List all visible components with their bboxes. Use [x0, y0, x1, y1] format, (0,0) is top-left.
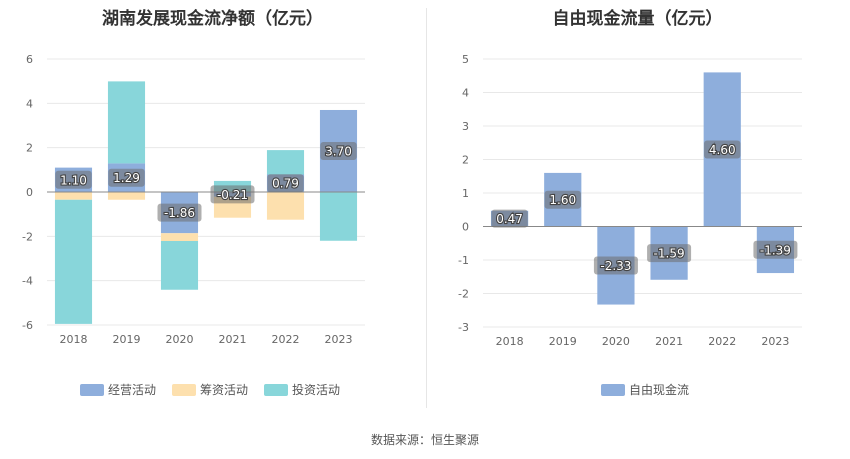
x-tick-label: 2021	[655, 335, 683, 348]
legend-label: 经营活动	[108, 383, 156, 397]
data-label-bg	[320, 141, 357, 160]
data-label: 0.79	[272, 177, 299, 191]
data-label: -0.21	[217, 188, 248, 202]
data-label-bg	[491, 209, 528, 228]
y-tick-label: 0	[462, 221, 469, 234]
bar	[107, 192, 146, 200]
bar	[266, 192, 305, 220]
data-label: 3.70	[325, 144, 352, 158]
bar	[160, 233, 199, 241]
x-tick-label: 2023	[325, 333, 353, 346]
data-label: 1.60	[549, 193, 576, 207]
y-tick-label: 6	[26, 53, 33, 66]
data-label: -1.39	[760, 243, 791, 257]
y-tick-label: -2	[458, 288, 469, 301]
x-tick-label: 2019	[113, 333, 141, 346]
x-tick-label: 2021	[219, 333, 247, 346]
data-label: -1.86	[164, 206, 195, 220]
data-label-bg	[593, 256, 638, 275]
x-tick-label: 2018	[496, 335, 524, 348]
x-tick-label: 2018	[60, 333, 88, 346]
bar	[54, 192, 93, 200]
x-tick-label: 2020	[166, 333, 194, 346]
data-label-bg	[55, 170, 92, 189]
data-label: 1.29	[113, 171, 140, 185]
data-label-bg	[647, 244, 692, 263]
y-tick-label: 5	[462, 53, 469, 66]
cashflow-net-chart: 湖南发展现金流净额（亿元） -6 -4 -2 0 2 4 6 2018 2019 2020 2021…	[0, 0, 425, 410]
data-label: 0.47	[496, 212, 523, 226]
legend-label: 投资活动	[292, 382, 340, 397]
legend-swatch	[264, 384, 288, 396]
x-tick-label: 2019	[549, 335, 577, 348]
x-tick-label: 2023	[761, 335, 789, 348]
data-label-bg	[210, 185, 255, 204]
y-tick-label: -1	[458, 254, 469, 267]
chart-title: 湖南发展现金流净额（亿元）	[102, 9, 323, 29]
x-tick-label: 2020	[602, 335, 630, 348]
y-tick-label: 4	[462, 87, 469, 100]
x-tick-label: 2022	[708, 335, 736, 348]
data-label: 1.10	[60, 173, 87, 187]
data-label: -1.59	[654, 247, 685, 261]
legend-label: 自由现金流	[629, 382, 689, 397]
bar	[266, 150, 305, 175]
bar	[160, 240, 199, 290]
y-tick-label: 2	[462, 154, 469, 167]
data-label-bg	[157, 203, 202, 222]
data-label: 4.60	[709, 143, 736, 157]
y-tick-label: -2	[22, 230, 33, 243]
y-tick-label: 0	[26, 186, 33, 199]
free-cashflow-plot: -3 -2 -1 0 1 2 3 4 5 2018 2019 2020 2021 2022 2023 0.47…	[458, 53, 802, 397]
bar	[319, 192, 358, 241]
chart-title: 自由现金流量（亿元）	[552, 9, 723, 29]
panel-divider	[426, 8, 427, 408]
data-label: -2.33	[600, 259, 631, 273]
data-source: 数据来源：恒生聚源	[370, 433, 479, 447]
y-tick-label: 4	[26, 97, 33, 110]
y-tick-label: 2	[26, 142, 33, 155]
data-label-bg	[753, 240, 798, 259]
y-tick-label: 1	[462, 187, 469, 200]
data-label-bg	[544, 190, 581, 209]
legend-swatch	[601, 384, 625, 396]
y-tick-label: 3	[462, 120, 469, 133]
y-tick-label: -6	[22, 319, 33, 332]
legend-swatch	[172, 384, 196, 396]
y-tick-label: -3	[458, 321, 469, 334]
legend-label: 筹资活动	[200, 383, 248, 397]
data-label-bg	[108, 168, 145, 187]
bar	[54, 199, 93, 324]
y-tick-label: -4	[22, 275, 33, 288]
data-label-bg	[704, 140, 741, 159]
bar	[107, 81, 146, 164]
legend-swatch	[80, 384, 104, 396]
x-tick-label: 2022	[272, 333, 300, 346]
data-label-bg	[267, 174, 304, 193]
free-cashflow-chart: 自由现金流量（亿元） -3 -2 -1 0 1 2 3 4 5 2018 2019 2020 2021 2…	[425, 0, 850, 410]
cashflow-net-plot: -6 -4 -2 0 2 4 6 2018 2019 2020 2021 2022 2023 1.10 1.…	[22, 53, 365, 397]
